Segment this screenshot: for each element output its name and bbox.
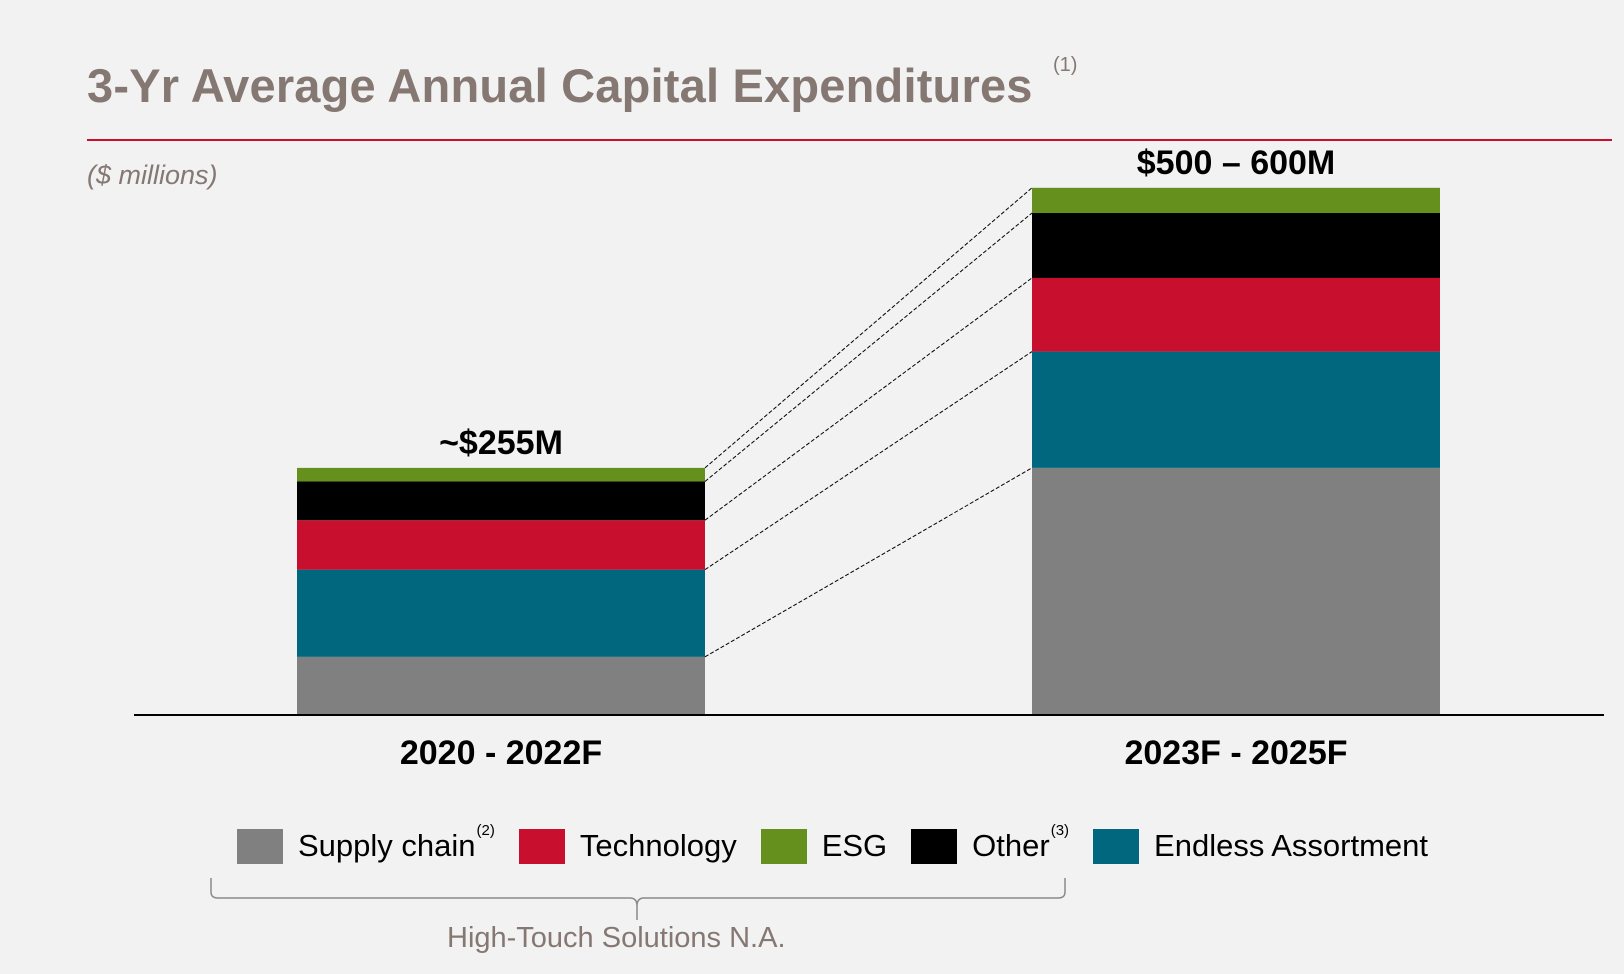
- legend-item-supply-chain: Supply chain (2): [237, 822, 495, 864]
- bar-endless-assortment-2: [1032, 351, 1440, 468]
- legend-swatch-technology: [518, 828, 565, 864]
- bar-total-label: ~$255M: [439, 424, 563, 462]
- bar-other-2: [1032, 213, 1440, 278]
- bar-endless-assortment-1: [297, 569, 705, 657]
- legend-swatch-other: [911, 828, 958, 864]
- bar-total-label: $500 – 600M: [1137, 144, 1336, 182]
- category-label: 2023F - 2025F: [1124, 734, 1347, 772]
- connector-line: [704, 212, 1033, 482]
- legend-label: Endless Assortment: [1154, 828, 1429, 863]
- bar-supply-chain-2: [1032, 467, 1440, 715]
- legend-footnote-marker: (3): [1050, 821, 1070, 839]
- legend-item-endless-assortment: Endless Assortment: [1093, 828, 1428, 864]
- legend-footnote-marker: (2): [476, 821, 495, 839]
- title-divider: [87, 139, 1612, 141]
- legend-swatch-endless-assortment: [1093, 828, 1140, 864]
- legend-label: ESG: [821, 828, 888, 863]
- units-label: ($ millions): [87, 160, 218, 190]
- title-footnote-marker: (1): [1053, 54, 1078, 76]
- chart-legend: Supply chain (2) Technology ESG Other (3…: [237, 822, 1452, 866]
- bar-other-1: [297, 481, 705, 521]
- bar-supply-chain-1: [297, 656, 705, 715]
- bar-esg-2: [1032, 187, 1440, 214]
- legend-label: Supply chain: [298, 828, 476, 863]
- legend-item-esg: ESG: [760, 828, 888, 864]
- page-title: 3-Yr Average Annual Capital Expenditures: [87, 59, 1033, 112]
- legend-item-technology: Technology: [518, 828, 737, 864]
- bar-technology-2: [1032, 277, 1440, 352]
- connector-line: [704, 277, 1033, 521]
- category-label: 2020 - 2022F: [400, 734, 602, 772]
- legend-label: Technology: [579, 828, 737, 863]
- legend-group-label: High-Touch Solutions N.A.: [447, 922, 786, 954]
- legend-swatch-esg: [760, 828, 807, 864]
- connector-line: [704, 467, 1033, 658]
- legend-label: Other: [972, 828, 1050, 863]
- legend-item-other: Other (3): [911, 822, 1069, 864]
- connector-line: [704, 351, 1033, 571]
- bar-esg-1: [297, 467, 705, 482]
- legend-swatch-supply-chain: [237, 828, 283, 864]
- bar-technology-1: [297, 520, 705, 570]
